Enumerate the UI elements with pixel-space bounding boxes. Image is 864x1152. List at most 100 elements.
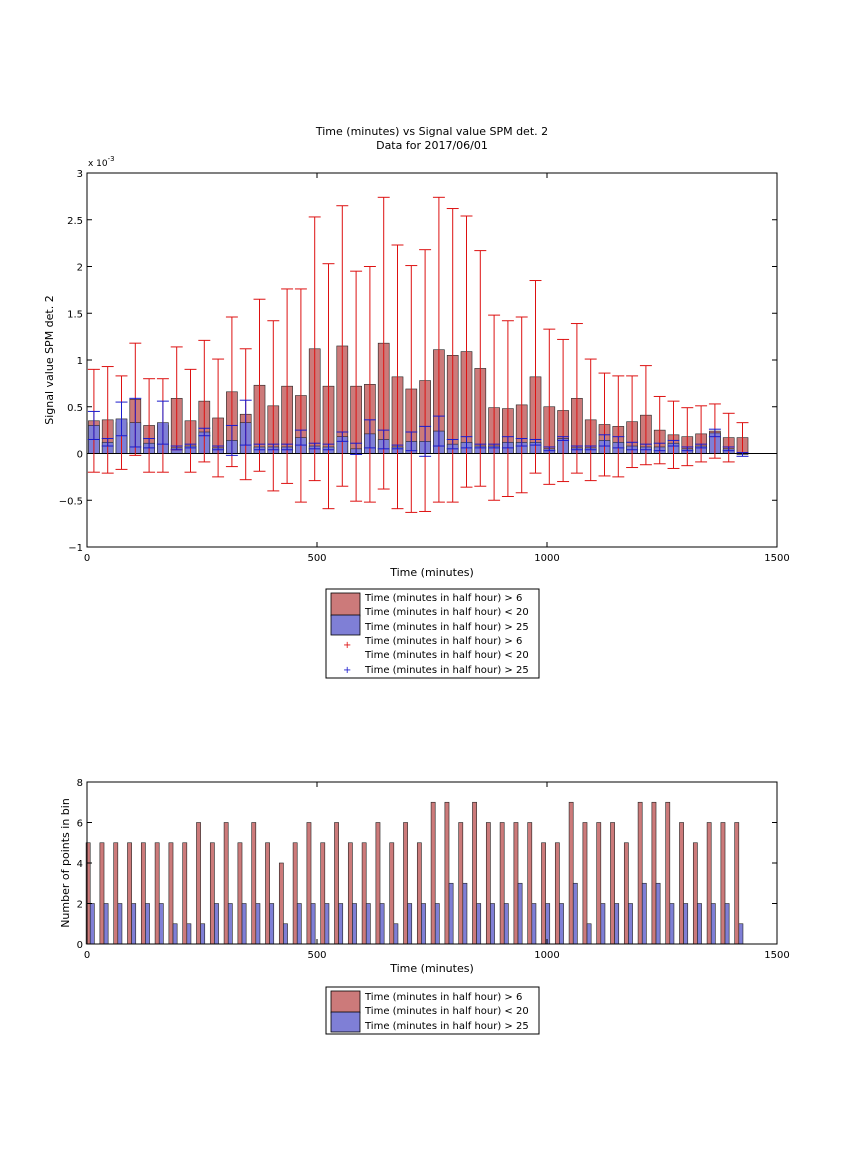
count-bar-series1 bbox=[430, 801, 436, 945]
x-tick-label: 1000 bbox=[534, 950, 559, 961]
count-bar-series1 bbox=[320, 842, 326, 945]
count-bar-series1 bbox=[554, 842, 560, 945]
count-bar-series2 bbox=[241, 903, 247, 945]
chart-marks bbox=[85, 801, 744, 945]
x-tick-label: 1500 bbox=[764, 950, 789, 961]
count-bar-series2 bbox=[572, 882, 578, 945]
count-bar-series1 bbox=[306, 822, 312, 945]
y-axis-label: Number of points in bin bbox=[59, 798, 72, 928]
count-bar-series1 bbox=[278, 862, 284, 945]
y-tick-label: 2 bbox=[77, 263, 83, 274]
legend-box bbox=[325, 986, 540, 1035]
count-bar-series1 bbox=[444, 801, 450, 945]
count-bar-series1 bbox=[734, 822, 740, 945]
count-bar-series2 bbox=[559, 903, 564, 945]
count-bar-series2 bbox=[517, 882, 523, 945]
x-axis-label: Time (minutes) bbox=[389, 962, 474, 975]
count-bar-series1 bbox=[637, 801, 643, 945]
legend-entry: Time (minutes in half hour) > 25 bbox=[364, 622, 529, 633]
count-bar-series1 bbox=[499, 822, 505, 945]
count-bar-series2 bbox=[586, 923, 592, 945]
y-tick-label: 2 bbox=[77, 900, 83, 911]
x-tick-label: 0 bbox=[84, 553, 90, 564]
count-bar-series1 bbox=[568, 801, 574, 945]
x-tick-labels: 0 500 1000 1500 bbox=[84, 553, 790, 564]
count-bar-series1 bbox=[541, 842, 546, 945]
x-tick-label: 0 bbox=[84, 950, 90, 961]
count-bar-series2 bbox=[600, 903, 606, 945]
count-bar-series2 bbox=[724, 903, 730, 945]
legend-errorbar-marker-blue: + bbox=[343, 665, 351, 676]
count-bar-series2 bbox=[158, 903, 164, 945]
count-bar-series2 bbox=[131, 903, 137, 945]
count-bar-series1 bbox=[140, 842, 146, 945]
y-tick-label: 1 bbox=[77, 356, 83, 367]
y-tick-labels: −1 −0.5 0 0.5 1 1.5 2 2.5 3 bbox=[59, 169, 83, 554]
legend-swatch-series2 bbox=[330, 614, 361, 636]
count-bar-series2 bbox=[352, 903, 357, 945]
count-bar-series2 bbox=[407, 903, 413, 945]
count-bar-series2 bbox=[531, 903, 537, 945]
y-tick-label: 4 bbox=[77, 859, 83, 870]
chart-marks bbox=[87, 196, 777, 513]
y-exponent-base: x 10 bbox=[88, 159, 108, 169]
legend-entry: Time (minutes in half hour) < 20 bbox=[364, 607, 529, 618]
y-tick-label: 0 bbox=[77, 450, 83, 461]
y-tick-label: 3 bbox=[77, 169, 83, 180]
count-bar-series1 bbox=[389, 842, 395, 945]
x-tick-label: 500 bbox=[307, 950, 326, 961]
count-bar-series2 bbox=[227, 903, 233, 945]
count-bar-series2 bbox=[324, 903, 330, 945]
count-bar-series1 bbox=[623, 842, 629, 945]
count-bar-series2 bbox=[462, 882, 468, 945]
count-bar-series1 bbox=[113, 842, 119, 945]
count-bar-series2 bbox=[614, 903, 620, 945]
count-bar-series1 bbox=[513, 822, 519, 945]
count-bar-series1 bbox=[720, 822, 726, 945]
count-bar-series2 bbox=[200, 923, 206, 945]
y-tick-label: 2.5 bbox=[67, 216, 83, 227]
count-bar-series1 bbox=[485, 822, 491, 945]
count-bar-series2 bbox=[255, 903, 261, 945]
count-bar-series1 bbox=[665, 801, 671, 945]
count-bar-series1 bbox=[458, 822, 464, 945]
count-bar-series1 bbox=[692, 842, 698, 945]
count-bar-series1 bbox=[361, 842, 367, 945]
plot-area-frame bbox=[86, 172, 778, 548]
count-bar-series2 bbox=[710, 903, 716, 945]
count-bar-series2 bbox=[490, 903, 495, 945]
count-bar-series1 bbox=[292, 842, 298, 945]
x-tick-label: 1000 bbox=[534, 553, 559, 564]
count-bar-series1 bbox=[596, 822, 602, 945]
count-bar-series1 bbox=[375, 822, 381, 945]
legend-swatch-series1 bbox=[330, 990, 361, 1014]
count-bar-series2 bbox=[103, 903, 109, 945]
count-bar-series1 bbox=[265, 842, 270, 945]
y-tick-label: 0.5 bbox=[67, 403, 83, 414]
y-tick-label: −1 bbox=[68, 543, 83, 554]
count-bar-series2 bbox=[476, 903, 482, 945]
count-bar-series2 bbox=[186, 923, 192, 945]
count-bar-series2 bbox=[697, 903, 702, 945]
count-bar-series1 bbox=[527, 822, 533, 945]
x-axis-label: Time (minutes) bbox=[389, 566, 474, 579]
count-bar-series1 bbox=[334, 822, 339, 945]
legend-entry: Time (minutes in half hour) > 25 bbox=[364, 1021, 529, 1032]
x-tick-label: 1500 bbox=[764, 553, 789, 564]
legend-entry: Time (minutes in half hour) > 6 bbox=[364, 992, 522, 1003]
count-bar-series2 bbox=[448, 882, 454, 945]
legend-entry: Time (minutes in half hour) < 20 bbox=[364, 650, 529, 661]
legend-box bbox=[325, 588, 540, 679]
legend-swatch-series2 bbox=[330, 1011, 361, 1033]
legend: + + Time (minutes in half hour) > 6 Time… bbox=[325, 588, 540, 679]
count-bar-series2 bbox=[434, 903, 440, 945]
count-bar-series1 bbox=[209, 842, 215, 945]
y-tick-label: −0.5 bbox=[59, 496, 83, 507]
count-bar-series1 bbox=[347, 842, 353, 945]
count-bar-series2 bbox=[338, 903, 344, 945]
count-bar-series2 bbox=[669, 903, 675, 945]
y-tick-label: 8 bbox=[77, 778, 83, 789]
y-exponent-power: -3 bbox=[108, 155, 115, 163]
legend-entry: Time (minutes in half hour) > 6 bbox=[364, 593, 522, 604]
